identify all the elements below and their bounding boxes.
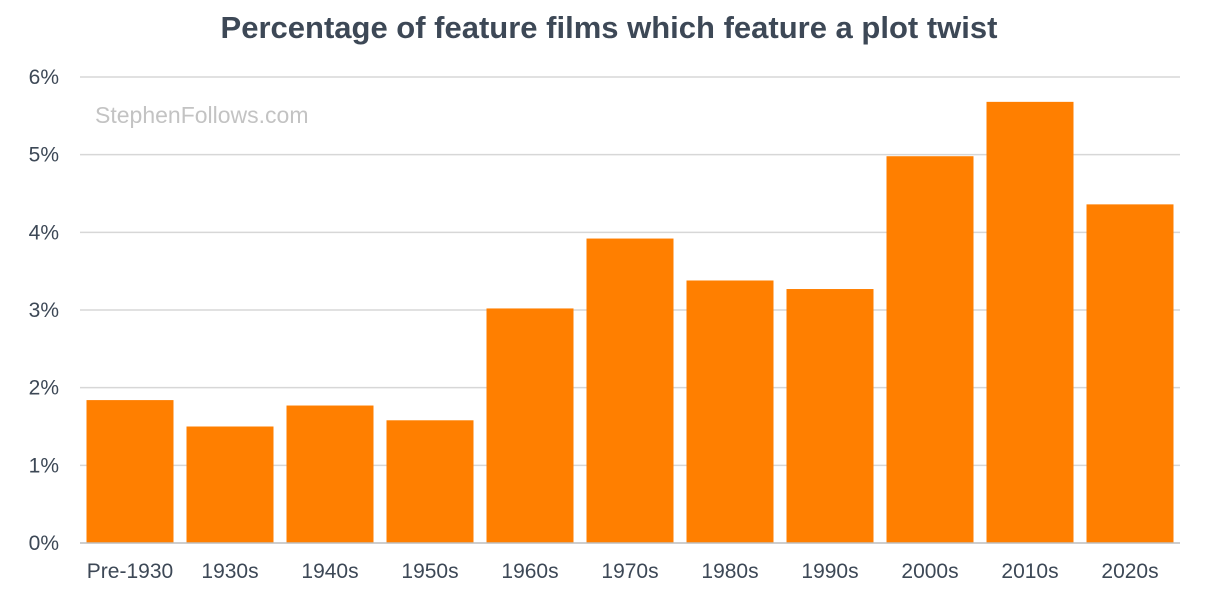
y-axis-ticks: 0% 1% 2% 3% 4% 5% 6% bbox=[29, 66, 59, 555]
bar bbox=[286, 405, 374, 543]
bar bbox=[686, 280, 774, 543]
y-tick-label: 5% bbox=[29, 144, 59, 167]
x-tick-label: 1990s bbox=[801, 560, 858, 583]
x-tick-label: 1960s bbox=[501, 560, 558, 583]
chart-title: Percentage of feature films which featur… bbox=[221, 10, 998, 45]
x-tick-label: 2000s bbox=[901, 560, 958, 583]
bar bbox=[186, 426, 274, 543]
y-tick-label: 4% bbox=[29, 221, 59, 244]
x-axis-ticks: Pre-1930 1930s 1940s 1950s 1960s 1970s 1980s 19… bbox=[87, 560, 1159, 583]
x-tick-label: 2020s bbox=[1101, 560, 1158, 583]
y-tick-label: 3% bbox=[29, 299, 59, 322]
bars bbox=[86, 101, 1174, 543]
y-tick-label: 2% bbox=[29, 377, 59, 400]
bar bbox=[586, 238, 674, 543]
bar bbox=[986, 101, 1074, 543]
y-tick-label: 6% bbox=[29, 66, 59, 89]
y-tick-label: 1% bbox=[29, 454, 59, 477]
watermark: StephenFollows.com bbox=[95, 102, 309, 128]
bar bbox=[1086, 204, 1174, 543]
y-tick-label: 0% bbox=[29, 532, 59, 555]
x-tick-label: 1970s bbox=[601, 560, 658, 583]
x-tick-label: 2010s bbox=[1001, 560, 1058, 583]
bar bbox=[486, 308, 574, 543]
x-tick-label: 1980s bbox=[701, 560, 758, 583]
bar bbox=[886, 156, 974, 543]
x-tick-label: Pre-1930 bbox=[87, 560, 173, 583]
bar bbox=[386, 420, 474, 543]
x-tick-label: 1950s bbox=[401, 560, 458, 583]
x-tick-label: 1940s bbox=[301, 560, 358, 583]
bar bbox=[86, 400, 174, 543]
bar bbox=[786, 289, 874, 543]
x-tick-label: 1930s bbox=[201, 560, 258, 583]
